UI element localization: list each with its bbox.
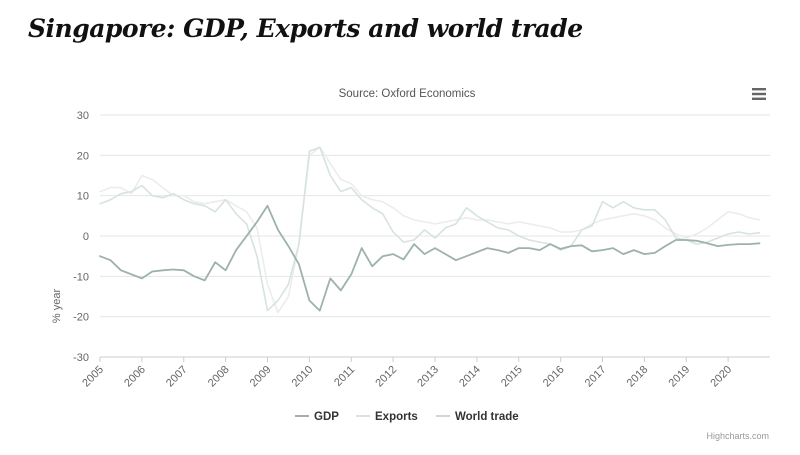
y-axis-title: % year: [51, 289, 63, 324]
legend-label-gdp: GDP: [314, 411, 339, 423]
x-tick-label: 2006: [122, 364, 148, 390]
series-line-gdp: [99, 204, 761, 312]
highcharts-credit[interactable]: Highcharts.com: [706, 431, 769, 441]
y-tick-label: 0: [83, 231, 89, 243]
x-tick-label: 2009: [248, 364, 274, 390]
y-tick-label: 30: [77, 110, 89, 122]
x-tick-label: 2014: [457, 364, 483, 390]
legend-label-exports: Exports: [375, 411, 418, 423]
x-tick-label: 2012: [373, 364, 399, 390]
chart-container: Source: Oxford Economics 30 20 10 0 -10 -20 -3…: [0, 70, 800, 455]
x-tick-label: 2010: [290, 364, 316, 390]
x-tick-label: 2008: [206, 364, 232, 390]
series-lines: [99, 146, 761, 314]
series-line-world-trade: [99, 146, 761, 314]
chart-menu-button[interactable]: [748, 84, 770, 103]
page-title: Singapore: GDP, Exports and world trade: [28, 14, 583, 43]
line-chart: Source: Oxford Economics 3020100-10-20-3…: [51, 84, 770, 441]
x-tick-label: 2007: [164, 364, 190, 390]
x-tick-label: 2018: [625, 364, 651, 390]
x-tick-label: 2015: [499, 364, 525, 390]
grid-lines: [100, 114, 770, 358]
legend: GDP Exports World trade: [295, 411, 519, 423]
hamburger-menu-icon: [752, 88, 766, 100]
x-tick-label: 2016: [541, 364, 567, 390]
x-tick-label: 2019: [667, 364, 693, 390]
x-tick-label: 2005: [80, 364, 106, 390]
x-tick-label: 2013: [415, 364, 441, 390]
legend-item-world-trade[interactable]: World trade: [436, 411, 519, 423]
legend-item-exports[interactable]: Exports: [356, 411, 418, 423]
y-tick-label: -20: [73, 312, 89, 324]
legend-label-world-trade: World trade: [455, 411, 519, 423]
legend-item-gdp[interactable]: GDP: [295, 411, 339, 423]
y-tick-label: 20: [77, 150, 89, 162]
x-tick-label: 2020: [708, 364, 734, 390]
x-axis-ticks: 2005 2006 2007 2008 2009 2010 2011 2012 2013 2014…: [80, 357, 734, 389]
y-tick-label: 10: [77, 191, 89, 203]
x-tick-label: 2011: [332, 364, 357, 389]
y-tick-label: -30: [73, 352, 89, 364]
x-tick-label: 2017: [583, 364, 609, 390]
series-line-exports: [99, 146, 761, 312]
y-tick-label: -10: [73, 271, 89, 283]
chart-subtitle: Source: Oxford Economics: [339, 88, 476, 100]
y-axis-ticks: 30 20 10 0 -10 -20 -30: [73, 110, 89, 364]
